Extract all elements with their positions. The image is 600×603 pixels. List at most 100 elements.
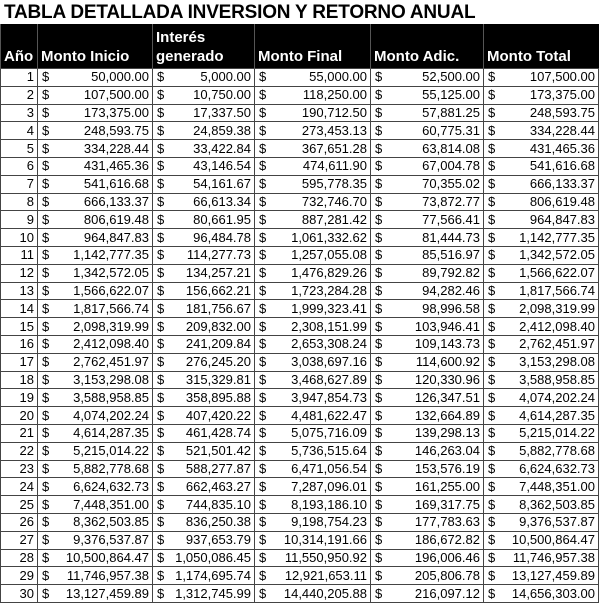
cell-monto-final[interactable]: $1,061,332.62: [254, 228, 371, 247]
cell-monto-adic[interactable]: $60,775.31: [370, 121, 484, 141]
cell-year[interactable]: 27: [0, 530, 38, 550]
cell-monto-inicio[interactable]: $13,127,459.89: [37, 584, 153, 603]
cell-monto-adic[interactable]: $146,263.04: [370, 441, 484, 461]
cell-monto-adic[interactable]: $52,500.00: [370, 68, 484, 87]
cell-interes-generado[interactable]: $521,501.42: [152, 441, 255, 461]
cell-monto-total[interactable]: $431,465.36: [483, 139, 599, 158]
cell-monto-total[interactable]: $5,215,014.22: [483, 423, 599, 443]
cell-monto-final[interactable]: $8,193,186.10: [254, 495, 371, 514]
cell-monto-adic[interactable]: $81,444.73: [370, 228, 484, 247]
cell-monto-adic[interactable]: $70,355.02: [370, 174, 484, 194]
cell-interes-generado[interactable]: $96,484.78: [152, 228, 255, 247]
cell-year[interactable]: 1: [0, 68, 38, 87]
cell-year[interactable]: 25: [0, 495, 38, 514]
cell-monto-final[interactable]: $190,712.50: [254, 103, 371, 123]
cell-monto-total[interactable]: $107,500.00: [483, 68, 599, 87]
cell-monto-inicio[interactable]: $8,362,503.85: [37, 512, 153, 532]
cell-monto-adic[interactable]: $89,792.82: [370, 263, 484, 283]
cell-interes-generado[interactable]: $134,257.21: [152, 263, 255, 283]
cell-monto-inicio[interactable]: $334,228.44: [37, 139, 153, 158]
cell-monto-total[interactable]: $2,762,451.97: [483, 334, 599, 354]
cell-monto-adic[interactable]: $205,806.78: [370, 566, 484, 586]
cell-year[interactable]: 21: [0, 423, 38, 443]
cell-monto-final[interactable]: $1,257,055.08: [254, 245, 371, 265]
cell-year[interactable]: 29: [0, 566, 38, 586]
cell-monto-adic[interactable]: $169,317.75: [370, 495, 484, 514]
cell-interes-generado[interactable]: $358,895.88: [152, 388, 255, 408]
cell-interes-generado[interactable]: $588,277.87: [152, 459, 255, 479]
cell-interes-generado[interactable]: $1,050,086.45: [152, 548, 255, 568]
cell-monto-final[interactable]: $1,999,323.41: [254, 299, 371, 319]
cell-monto-adic[interactable]: $94,282.46: [370, 281, 484, 301]
cell-interes-generado[interactable]: $276,245.20: [152, 352, 255, 372]
cell-monto-total[interactable]: $806,619.48: [483, 192, 599, 212]
cell-year[interactable]: 14: [0, 299, 38, 319]
cell-monto-total[interactable]: $7,448,351.00: [483, 477, 599, 497]
header-monto-inicio[interactable]: Monto Inicio: [37, 24, 153, 69]
cell-monto-adic[interactable]: $153,576.19: [370, 459, 484, 479]
cell-monto-inicio[interactable]: $173,375.00: [37, 103, 153, 123]
cell-interes-generado[interactable]: $836,250.38: [152, 512, 255, 532]
cell-monto-total[interactable]: $3,153,298.08: [483, 352, 599, 372]
cell-monto-inicio[interactable]: $964,847.83: [37, 228, 153, 247]
cell-year[interactable]: 26: [0, 512, 38, 532]
cell-monto-inicio[interactable]: $1,342,572.05: [37, 263, 153, 283]
cell-monto-adic[interactable]: $55,125.00: [370, 85, 484, 105]
cell-year[interactable]: 8: [0, 192, 38, 212]
cell-monto-inicio[interactable]: $3,153,298.08: [37, 370, 153, 390]
cell-interes-generado[interactable]: $80,661.95: [152, 210, 255, 230]
cell-monto-total[interactable]: $2,098,319.99: [483, 299, 599, 319]
cell-monto-inicio[interactable]: $2,412,098.40: [37, 334, 153, 354]
cell-monto-inicio[interactable]: $666,133.37: [37, 192, 153, 212]
header-monto-final[interactable]: Monto Final: [254, 24, 371, 69]
cell-monto-final[interactable]: $118,250.00: [254, 85, 371, 105]
cell-monto-inicio[interactable]: $2,098,319.99: [37, 317, 153, 336]
cell-interes-generado[interactable]: $1,174,695.74: [152, 566, 255, 586]
cell-monto-inicio[interactable]: $6,624,632.73: [37, 477, 153, 497]
cell-interes-generado[interactable]: $461,428.74: [152, 423, 255, 443]
cell-monto-total[interactable]: $4,074,202.24: [483, 388, 599, 408]
cell-monto-final[interactable]: $273,453.13: [254, 121, 371, 141]
cell-monto-final[interactable]: $367,651.28: [254, 139, 371, 158]
cell-monto-final[interactable]: $10,314,191.66: [254, 530, 371, 550]
cell-monto-inicio[interactable]: $1,817,566.74: [37, 299, 153, 319]
cell-monto-final[interactable]: $7,287,096.01: [254, 477, 371, 497]
cell-interes-generado[interactable]: $209,832.00: [152, 317, 255, 336]
cell-monto-final[interactable]: $2,653,308.24: [254, 334, 371, 354]
cell-monto-adic[interactable]: $114,600.92: [370, 352, 484, 372]
cell-monto-adic[interactable]: $126,347.51: [370, 388, 484, 408]
cell-monto-adic[interactable]: $196,006.46: [370, 548, 484, 568]
cell-monto-total[interactable]: $9,376,537.87: [483, 512, 599, 532]
cell-interes-generado[interactable]: $1,312,745.99: [152, 584, 255, 603]
cell-monto-inicio[interactable]: $4,614,287.35: [37, 423, 153, 443]
cell-monto-final[interactable]: $1,476,829.26: [254, 263, 371, 283]
cell-year[interactable]: 12: [0, 263, 38, 283]
cell-monto-inicio[interactable]: $1,142,777.35: [37, 245, 153, 265]
cell-year[interactable]: 9: [0, 210, 38, 230]
cell-interes-generado[interactable]: $315,329.81: [152, 370, 255, 390]
cell-monto-inicio[interactable]: $5,882,778.68: [37, 459, 153, 479]
cell-interes-generado[interactable]: $662,463.27: [152, 477, 255, 497]
cell-year[interactable]: 4: [0, 121, 38, 141]
cell-monto-inicio[interactable]: $107,500.00: [37, 85, 153, 105]
cell-monto-total[interactable]: $5,882,778.68: [483, 441, 599, 461]
cell-monto-total[interactable]: $8,362,503.85: [483, 495, 599, 514]
cell-interes-generado[interactable]: $43,146.54: [152, 156, 255, 176]
cell-year[interactable]: 6: [0, 156, 38, 176]
cell-monto-inicio[interactable]: $4,074,202.24: [37, 406, 153, 425]
cell-year[interactable]: 10: [0, 228, 38, 247]
header-interes-generado[interactable]: Interés generado: [152, 24, 255, 69]
cell-monto-final[interactable]: $1,723,284.28: [254, 281, 371, 301]
cell-year[interactable]: 11: [0, 245, 38, 265]
cell-monto-total[interactable]: $2,412,098.40: [483, 317, 599, 336]
cell-monto-adic[interactable]: $77,566.41: [370, 210, 484, 230]
cell-year[interactable]: 15: [0, 317, 38, 336]
cell-interes-generado[interactable]: $407,420.22: [152, 406, 255, 425]
cell-interes-generado[interactable]: $33,422.84: [152, 139, 255, 158]
cell-monto-inicio[interactable]: $248,593.75: [37, 121, 153, 141]
cell-year[interactable]: 19: [0, 388, 38, 408]
cell-monto-final[interactable]: $3,947,854.73: [254, 388, 371, 408]
cell-interes-generado[interactable]: $937,653.79: [152, 530, 255, 550]
cell-interes-generado[interactable]: $10,750.00: [152, 85, 255, 105]
cell-monto-inicio[interactable]: $541,616.68: [37, 174, 153, 194]
